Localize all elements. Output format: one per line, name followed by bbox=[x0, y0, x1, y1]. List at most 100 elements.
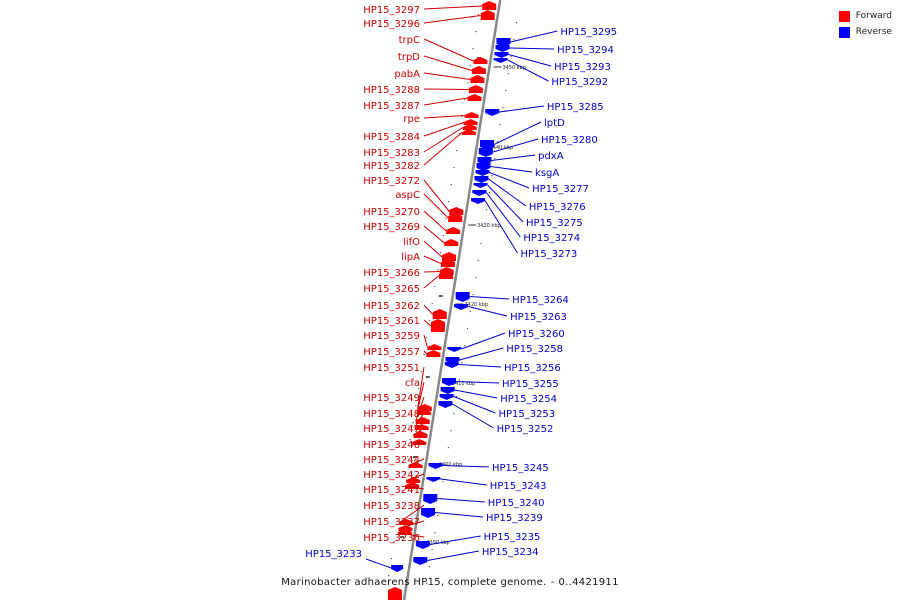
reverse-gene-label: HP15_3273 bbox=[520, 249, 577, 260]
reverse-leader-line bbox=[492, 138, 539, 153]
reverse-leader-line bbox=[484, 200, 518, 254]
legend: Forward Reverse bbox=[838, 8, 892, 40]
forward-gene-arrow bbox=[439, 271, 454, 279]
axis-dot bbox=[437, 269, 439, 271]
axis-dot bbox=[439, 252, 441, 254]
forward-gene-label: HP15_3259 bbox=[363, 331, 420, 342]
axis-dot bbox=[496, 141, 499, 143]
axis-dot bbox=[461, 362, 463, 364]
reverse-gene-label: HP15_3252 bbox=[497, 424, 554, 435]
axis-dot bbox=[477, 260, 479, 262]
forward-gene-arrow bbox=[449, 207, 464, 215]
reverse-gene-arrow bbox=[472, 190, 487, 196]
reverse-gene-arrow bbox=[426, 477, 441, 482]
forward-gene-arrow bbox=[473, 57, 488, 64]
reverse-leader-line bbox=[434, 512, 484, 518]
reverse-gene-arrow bbox=[496, 38, 511, 47]
reverse-leader-line bbox=[442, 465, 489, 468]
forward-leader-line bbox=[423, 350, 427, 355]
axis-dot bbox=[398, 507, 401, 509]
forward-leader-line bbox=[423, 55, 473, 71]
reverse-leader-line bbox=[453, 396, 496, 414]
forward-leader-line bbox=[423, 225, 445, 244]
reverse-gene-label: HP15_3280 bbox=[541, 135, 598, 146]
reverse-gene-label: HP15_3235 bbox=[484, 532, 541, 543]
axis-dot bbox=[431, 549, 433, 551]
forward-gene-arrow bbox=[470, 75, 485, 83]
forward-gene-label: HP15_3266 bbox=[363, 268, 420, 279]
axis-dot bbox=[426, 583, 428, 585]
axis-dot bbox=[453, 413, 455, 415]
forward-leader-line bbox=[408, 458, 425, 466]
forward-gene-label: HP15_3241 bbox=[363, 485, 420, 496]
forward-gene-arrow bbox=[427, 344, 442, 350]
axis-dot bbox=[450, 184, 452, 186]
forward-gene-label: HP15_3288 bbox=[363, 85, 420, 96]
axis-dot bbox=[507, 73, 509, 75]
forward-gene-label: rpe bbox=[403, 114, 420, 125]
forward-gene-label: HP15_3269 bbox=[363, 222, 420, 233]
forward-gene-label: lifO bbox=[403, 237, 420, 248]
reverse-gene-label: HP15_3234 bbox=[482, 547, 539, 558]
kbp-label: 3410 kbp bbox=[452, 381, 476, 387]
axis-dot bbox=[445, 218, 447, 220]
forward-gene-label: HP15_3242 bbox=[363, 470, 420, 481]
reverse-gene-arrow bbox=[421, 508, 436, 518]
forward-leader-line bbox=[415, 396, 425, 422]
legend-forward-label: Forward bbox=[855, 11, 892, 21]
reverse-gene-label: HP15_3275 bbox=[526, 218, 583, 229]
reverse-gene-label: HP15_3274 bbox=[523, 233, 580, 244]
reverse-gene-arrow bbox=[474, 176, 489, 183]
reverse-leader-line bbox=[499, 105, 544, 113]
axis-dot bbox=[434, 532, 436, 534]
forward-gene-arrow bbox=[468, 85, 483, 93]
forward-gene-arrow bbox=[432, 309, 447, 319]
reverse-leader-line bbox=[456, 381, 500, 384]
reverse-leader-line bbox=[461, 332, 506, 350]
axis-dot bbox=[396, 524, 398, 526]
reverse-gene-arrow bbox=[485, 109, 500, 116]
forward-gene-arrow bbox=[448, 213, 463, 222]
forward-leader-line bbox=[405, 473, 425, 481]
reverse-gene-label: HP15_3253 bbox=[498, 409, 555, 420]
reverse-gene-arrow bbox=[494, 52, 509, 58]
forward-gene-arrow bbox=[471, 66, 486, 74]
reverse-gene-arrow bbox=[439, 394, 454, 400]
forward-gene-label: pabA bbox=[394, 69, 420, 80]
reverse-gene-arrow bbox=[455, 292, 470, 302]
forward-leader-line bbox=[423, 334, 428, 348]
forward-gene-arrow bbox=[464, 112, 479, 118]
forward-leader-line bbox=[405, 485, 425, 490]
forward-gene-arrow bbox=[446, 227, 461, 234]
genome-caption: Marinobacter adhaerens HP15, complete ge… bbox=[0, 577, 900, 588]
reverse-gene-arrow bbox=[473, 183, 488, 188]
axis-dot bbox=[442, 235, 444, 237]
forward-leader-line bbox=[423, 122, 464, 137]
caption-separator: - bbox=[550, 577, 555, 588]
forward-gene-label: HP15_3265 bbox=[363, 284, 420, 295]
reverse-gene-label: HP15_3285 bbox=[547, 102, 604, 113]
reverse-gene-arrow bbox=[476, 163, 491, 171]
forward-leader-line bbox=[423, 240, 443, 258]
forward-gene-arrow bbox=[462, 124, 477, 130]
forward-gene-label: HP15_3236 bbox=[363, 533, 420, 544]
reverse-gene-label: HP15_3240 bbox=[488, 498, 545, 509]
reverse-leader-line bbox=[454, 389, 498, 399]
forward-leader-line bbox=[423, 127, 464, 153]
reverse-leader-line bbox=[507, 59, 549, 82]
reverse-gene-label: HP15_3255 bbox=[502, 379, 559, 390]
axis-dot bbox=[426, 337, 428, 339]
reverse-gene-arrow bbox=[447, 347, 462, 352]
forward-gene-label: HP15_3297 bbox=[363, 5, 420, 16]
forward-gene-arrow bbox=[430, 319, 445, 332]
forward-gene-label: lipA bbox=[401, 252, 420, 263]
forward-leader-line bbox=[412, 442, 425, 445]
forward-gene-arrow bbox=[406, 477, 421, 483]
forward-gene-label: HP15_3247 bbox=[363, 424, 420, 435]
reverse-gene-arrow bbox=[478, 148, 493, 157]
forward-leader-line bbox=[423, 115, 465, 119]
axis-dot bbox=[447, 201, 450, 203]
reverse-leader-line bbox=[459, 347, 504, 361]
forward-gene-label: HP15_3251 bbox=[363, 363, 420, 374]
